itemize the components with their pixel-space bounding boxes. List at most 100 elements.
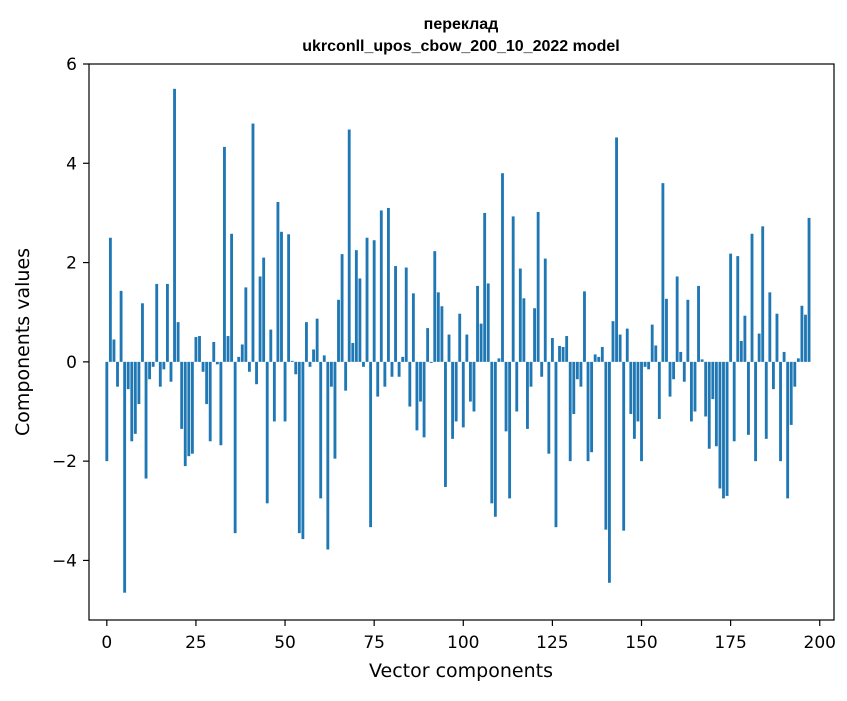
bar-45 (265, 361, 269, 504)
y-tick-label: 6 (66, 55, 77, 75)
bar-107 (486, 283, 490, 362)
bar-127 (558, 345, 561, 362)
bar-119 (529, 361, 533, 387)
bar-43 (258, 276, 262, 362)
plot-frame (88, 63, 835, 621)
bar-147 (629, 361, 633, 414)
bar-123 (543, 258, 547, 362)
bar-143 (615, 137, 618, 362)
bar-138 (597, 356, 601, 362)
bar-137 (593, 354, 597, 362)
bar-22 (183, 361, 187, 467)
bar-39 (244, 287, 248, 362)
bar-153 (650, 324, 654, 362)
bar-84 (404, 267, 408, 362)
bar-121 (536, 211, 540, 362)
bar-10 (141, 303, 144, 362)
bar-90 (426, 328, 430, 362)
x-tick-label: 150 (625, 633, 657, 653)
bar-19 (173, 88, 176, 362)
bar-82 (397, 361, 401, 377)
bar-140 (604, 361, 608, 530)
bar-15 (158, 361, 162, 387)
bar-28 (205, 361, 209, 405)
bar-184 (761, 226, 765, 362)
bar-170 (711, 361, 715, 400)
bar-190 (782, 351, 786, 362)
bar-2 (112, 339, 116, 362)
bar-65 (337, 299, 340, 362)
bar-71 (358, 278, 362, 362)
bar-69 (351, 342, 355, 362)
bar-161 (679, 351, 683, 362)
bar-120 (533, 308, 536, 362)
bar-85 (408, 361, 412, 407)
x-tick-label: 75 (363, 633, 385, 653)
bar-34 (226, 336, 230, 362)
bar-172 (718, 361, 722, 489)
bar-129 (565, 336, 569, 362)
x-axis-label: Vector components (369, 660, 553, 682)
bar-93 (436, 292, 440, 362)
bar-35 (230, 233, 234, 362)
bar-68 (347, 129, 351, 362)
bar-196 (804, 314, 807, 362)
bar-175 (729, 253, 733, 362)
bar-12 (148, 361, 152, 380)
bar-139 (600, 346, 604, 362)
bar-195 (800, 305, 804, 362)
x-tick-label: 0 (101, 633, 112, 653)
bar-174 (725, 361, 729, 496)
bars-group (105, 88, 811, 593)
y-tick-label: −2 (52, 452, 77, 472)
bar-154 (654, 345, 658, 362)
bar-58 (312, 349, 315, 362)
bar-24 (190, 361, 194, 454)
bar-122 (540, 361, 544, 377)
bar-126 (554, 361, 558, 528)
bar-113 (508, 361, 512, 499)
bar-156 (661, 183, 665, 362)
bar-136 (590, 361, 594, 453)
bar-124 (547, 361, 551, 454)
chart-title-line1: переклад (424, 16, 499, 33)
bar-30 (212, 342, 216, 362)
bar-166 (697, 285, 700, 362)
bar-106 (483, 212, 487, 362)
bar-53 (294, 361, 298, 375)
bar-164 (689, 361, 693, 422)
bar-132 (575, 361, 579, 380)
bar-51 (287, 234, 291, 362)
bar-9 (137, 361, 141, 405)
bar-77 (379, 210, 383, 362)
bar-26 (198, 336, 201, 362)
bar-36 (233, 361, 237, 534)
bar-73 (365, 237, 369, 362)
bar-176 (732, 361, 736, 442)
bar-118 (526, 361, 529, 429)
bar-191 (786, 361, 790, 499)
bar-188 (775, 313, 779, 362)
bar-83 (401, 356, 405, 362)
bar-13 (151, 361, 155, 367)
bar-171 (714, 361, 718, 447)
bar-102 (468, 361, 472, 402)
bar-29 (208, 361, 212, 442)
bar-112 (504, 361, 508, 432)
bar-187 (771, 361, 775, 390)
y-tick-label: 4 (66, 154, 77, 174)
bar-97 (451, 361, 455, 439)
bar-167 (700, 359, 704, 362)
bar-145 (622, 361, 626, 531)
bar-47 (272, 361, 276, 422)
bar-111 (501, 173, 504, 362)
bar-183 (757, 333, 761, 362)
bar-162 (682, 361, 686, 382)
bar-89 (422, 361, 426, 438)
bar-179 (743, 315, 747, 362)
bar-92 (433, 251, 437, 362)
bar-117 (522, 298, 526, 362)
bar-157 (665, 298, 668, 362)
x-axis-ticks: 0 25 50 75 100 125 150 175 200 (101, 620, 836, 653)
bar-44 (262, 257, 266, 362)
